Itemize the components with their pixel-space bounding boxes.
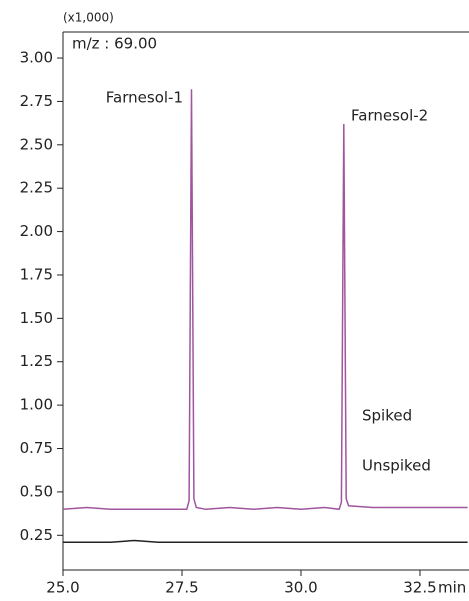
y-tick-label: 1.25	[20, 352, 53, 370]
y-tick-label: 0.25	[20, 526, 53, 544]
series-line	[63, 539, 468, 543]
y-tick-label: 0.50	[20, 482, 53, 500]
y-tick-label: 1.00	[20, 396, 53, 414]
annotation: Farnesol-1	[106, 89, 183, 107]
series-label: Spiked	[362, 407, 412, 425]
y-tick-label: 1.75	[20, 265, 53, 283]
y-tick-label: 2.25	[20, 179, 53, 197]
y-multiplier: (x1,000)	[63, 11, 114, 25]
annotation: m/z : 69.00	[72, 35, 157, 53]
y-tick-label: 2.75	[20, 92, 53, 110]
x-tick-label: 32.5	[403, 579, 436, 597]
y-tick-label: 1.50	[20, 309, 53, 327]
series-line	[62, 89, 468, 511]
y-tick-label: 2.50	[20, 135, 53, 153]
y-tick-label: 0.75	[20, 439, 53, 457]
x-tick-label: 25.0	[46, 579, 79, 597]
y-tick-label: 2.00	[20, 222, 53, 240]
series-label: Unspiked	[362, 457, 431, 475]
x-axis-label: min	[438, 579, 466, 597]
annotation: Farnesol-2	[351, 107, 428, 125]
y-tick-label: 3.00	[20, 49, 53, 67]
x-tick-label: 27.5	[165, 579, 198, 597]
x-tick-label: 30.0	[284, 579, 317, 597]
